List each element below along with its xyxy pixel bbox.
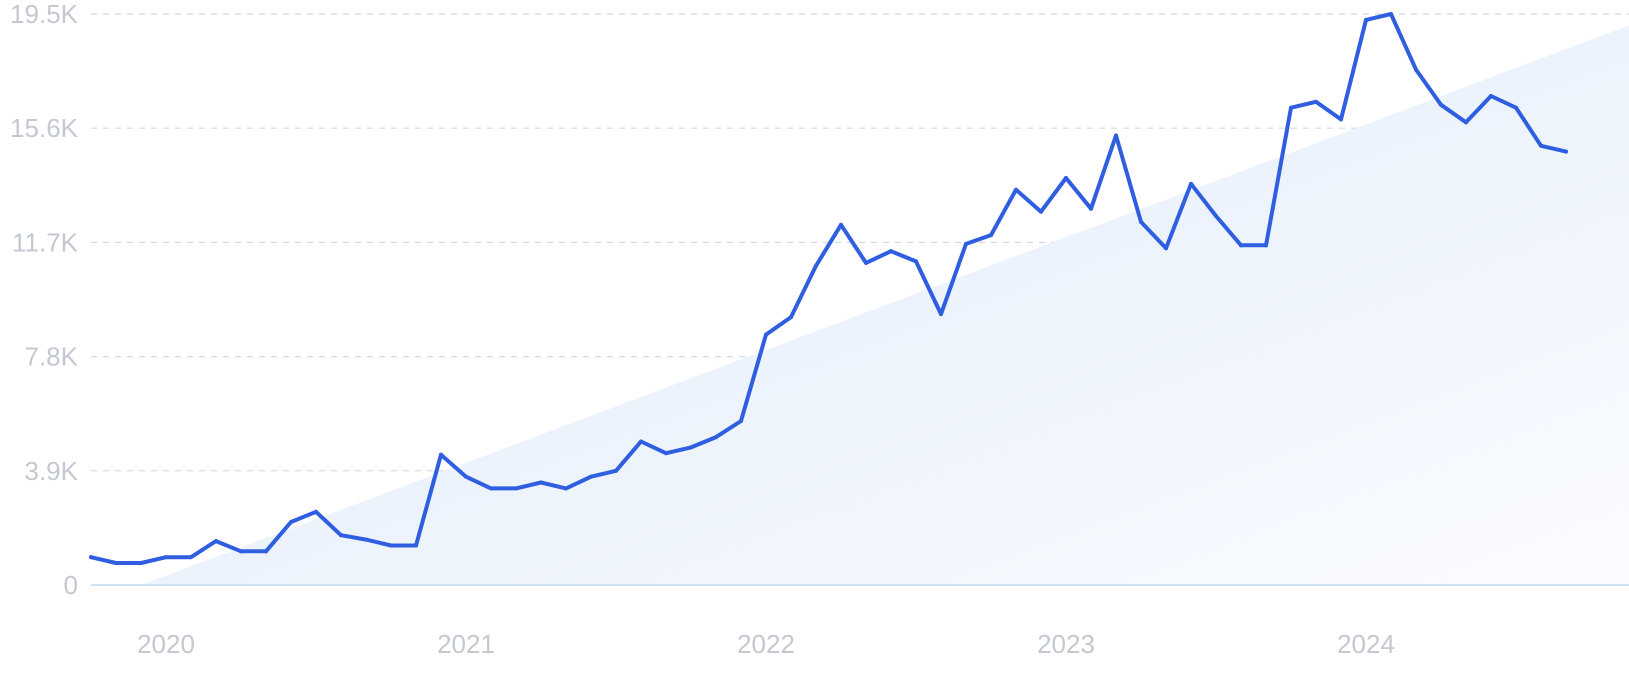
x-axis-ticks: 2020 2021 2022 2023 2024: [137, 629, 1395, 659]
x-tick-label: 2021: [437, 629, 495, 659]
data-point: [1314, 99, 1318, 104]
data-point: [914, 259, 918, 264]
data-point: [989, 233, 993, 238]
y-tick-label: 3.9K: [25, 456, 79, 486]
data-point: [1214, 214, 1218, 219]
data-point: [364, 537, 368, 542]
data-point: [864, 260, 868, 265]
x-tick-label: 2022: [737, 629, 795, 659]
data-point: [1514, 105, 1518, 110]
data-point: [539, 480, 543, 485]
data-point: [589, 474, 593, 479]
data-point: [639, 439, 643, 444]
data-point: [689, 445, 693, 450]
data-point: [239, 549, 243, 554]
y-axis-ticks: 0 3.9K 7.8K 11.7K 15.6K 19.5K: [10, 0, 79, 600]
data-point: [1489, 93, 1493, 98]
data-point: [1339, 117, 1343, 122]
x-tick-label: 2024: [1337, 629, 1395, 659]
data-point: [714, 435, 718, 440]
data-point: [739, 419, 743, 424]
data-points: [89, 12, 1568, 566]
data-point: [1414, 67, 1418, 72]
trend-area: [141, 25, 1629, 585]
data-point: [964, 241, 968, 246]
data-point: [1364, 17, 1368, 22]
data-point: [1539, 143, 1543, 148]
data-point: [1564, 149, 1568, 154]
data-point: [314, 509, 318, 514]
x-tick-label: 2023: [1037, 629, 1095, 659]
data-point: [1439, 102, 1443, 107]
y-tick-label: 0: [64, 570, 78, 600]
x-tick-label: 2020: [137, 629, 195, 659]
data-point: [1189, 181, 1193, 186]
data-point: [1114, 133, 1118, 138]
data-point: [464, 474, 468, 479]
data-point: [814, 263, 818, 268]
data-point: [1064, 175, 1068, 180]
data-point: [1089, 206, 1093, 211]
data-point: [214, 539, 218, 544]
data-point: [1014, 187, 1018, 192]
data-point: [289, 520, 293, 525]
data-point: [614, 468, 618, 473]
y-tick-label: 7.8K: [25, 342, 79, 372]
data-point: [189, 555, 193, 560]
data-point: [664, 451, 668, 456]
data-point: [1139, 219, 1143, 224]
data-point: [789, 315, 793, 320]
data-point: [489, 486, 493, 491]
data-point: [1264, 243, 1268, 248]
y-tick-label: 19.5K: [10, 0, 79, 29]
data-point: [1164, 246, 1168, 251]
data-point: [264, 549, 268, 554]
data-point: [1239, 243, 1243, 248]
data-point: [1289, 105, 1293, 110]
data-point: [764, 332, 768, 337]
data-point: [939, 312, 943, 317]
data-point: [114, 561, 118, 566]
data-point: [514, 486, 518, 491]
data-point: [164, 555, 168, 560]
data-point: [414, 543, 418, 548]
data-point: [339, 533, 343, 538]
data-point: [439, 452, 443, 457]
y-tick-label: 11.7K: [12, 227, 79, 257]
data-point: [1389, 12, 1393, 16]
data-point: [889, 249, 893, 254]
series-line: [89, 12, 1568, 565]
data-point: [139, 561, 143, 566]
data-point: [389, 543, 393, 548]
data-point: [1464, 120, 1468, 125]
data-point: [1039, 209, 1043, 214]
data-point: [564, 486, 568, 491]
data-point: [839, 222, 843, 227]
y-tick-label: 15.6K: [10, 113, 79, 143]
data-point: [89, 555, 93, 560]
